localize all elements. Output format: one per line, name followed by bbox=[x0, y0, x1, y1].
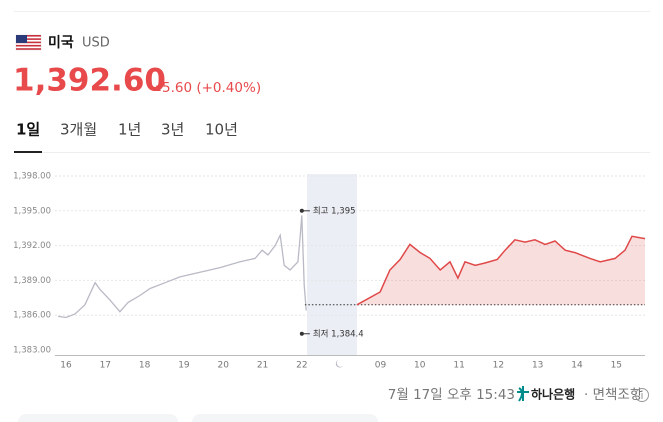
chart: 1,398.00 1,395.00 1,392.00 1,389.00 1,386.00… bbox=[13, 172, 646, 371]
bank-logo bbox=[517, 386, 529, 402]
x-tick-label: 15 bbox=[611, 361, 622, 371]
x-tick-label: 12 bbox=[493, 361, 504, 371]
tab[interactable]: 1일 bbox=[16, 121, 40, 139]
x-tick-label: 09 bbox=[375, 361, 387, 371]
y-tick-label: 1,398.00 bbox=[13, 172, 51, 182]
series-line bbox=[356, 235, 646, 306]
country: 미국 bbox=[48, 35, 74, 51]
x-tick-label: 17 bbox=[100, 361, 111, 371]
card[interactable] bbox=[18, 414, 178, 422]
area-fill bbox=[356, 236, 645, 305]
x-tick-label: 22 bbox=[296, 361, 307, 371]
x-tick-label: 11 bbox=[453, 361, 464, 371]
y-tick-label: 1,395.00 bbox=[13, 206, 51, 216]
night-band bbox=[307, 174, 357, 355]
disclaimer[interactable]: · 면책조항 bbox=[584, 387, 642, 403]
y-tick-label: 1,383.00 bbox=[13, 346, 51, 356]
x-tick-label: 18 bbox=[139, 361, 151, 371]
y-tick-label: 1,392.00 bbox=[13, 241, 51, 251]
currency: USD bbox=[82, 36, 110, 51]
annotation-dot bbox=[299, 208, 304, 213]
change: 5.60 (+0.40%) bbox=[162, 80, 261, 96]
price: 1,392.60 bbox=[13, 63, 166, 99]
y-tick-label: 1,386.00 bbox=[13, 311, 51, 321]
tab[interactable]: 3년 bbox=[161, 121, 184, 139]
bank-name: 하나은행 bbox=[531, 387, 575, 402]
x-tick-label: 10 bbox=[414, 361, 426, 371]
tab[interactable]: 1년 bbox=[118, 121, 141, 139]
annotation: 최저 1,384.4 bbox=[313, 328, 364, 339]
x-tick-label: 20 bbox=[218, 361, 230, 371]
series-line bbox=[58, 215, 307, 319]
y-tick-label: 1,389.00 bbox=[13, 276, 51, 286]
us-flag bbox=[15, 34, 42, 51]
tab[interactable]: 3개월 bbox=[60, 121, 97, 139]
x-tick-label: 21 bbox=[257, 361, 268, 371]
x-tick-label: 16 bbox=[60, 361, 72, 371]
annotation: 최고 1,395 bbox=[313, 205, 356, 216]
card[interactable] bbox=[192, 414, 378, 422]
tab[interactable]: 10년 bbox=[205, 121, 238, 139]
tab-bar: 1일 3개월 1년 3년 10년 bbox=[16, 121, 238, 139]
moon-icon bbox=[335, 360, 343, 368]
x-tick-label: 19 bbox=[178, 361, 190, 371]
x-tick-label: 13 bbox=[532, 361, 543, 371]
info-icon[interactable] bbox=[635, 388, 649, 402]
annotation-dot bbox=[299, 331, 304, 336]
up-arrow bbox=[153, 85, 161, 91]
timestamp: 7월 17일 오후 15:43 bbox=[388, 387, 515, 403]
x-tick-label: 14 bbox=[571, 361, 583, 371]
